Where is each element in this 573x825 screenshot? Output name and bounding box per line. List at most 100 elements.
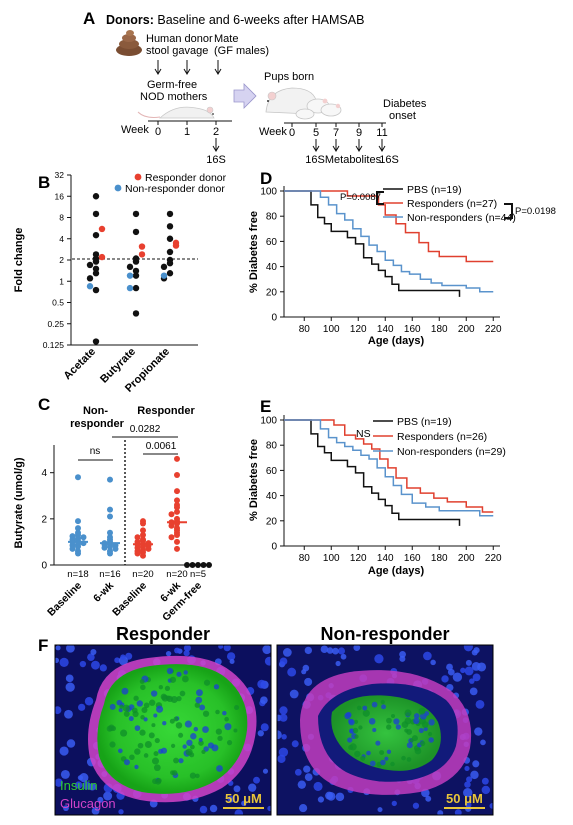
d-xtick-label: 100 (323, 324, 340, 335)
d-xtick-label: 160 (404, 324, 421, 335)
islet-cell (233, 728, 238, 733)
nucleus (303, 765, 311, 773)
islet-cell (195, 696, 203, 704)
islet-cell (347, 737, 353, 743)
d-pvalue-bracket-a (376, 191, 384, 205)
c-data-point (101, 544, 108, 551)
b-ytick-label: 4 (59, 234, 64, 244)
d-ytick-label: 40 (266, 262, 278, 273)
nucleus (474, 727, 483, 736)
b-data-point (132, 210, 140, 218)
islet-cell (137, 742, 144, 749)
e-xtick-label: 180 (431, 553, 448, 564)
b-ylabel: Fold change (13, 228, 25, 293)
d-ylabel: % Diabetes free (248, 211, 260, 293)
nucleus (326, 647, 334, 654)
d-series-line (284, 190, 461, 297)
islet-cell (184, 720, 192, 728)
nucleus (120, 654, 126, 660)
b-data-point (92, 231, 100, 239)
e-series-line (284, 419, 494, 513)
islet-cell (380, 759, 386, 766)
b-data-point (92, 210, 100, 218)
panel-d: D % Diabetes free 0 20 40 60 80 100 80 100 120 14… (248, 169, 556, 347)
nucleus (227, 795, 235, 803)
b-data-point (132, 267, 140, 275)
islet-cell (354, 750, 361, 758)
islet-cell (215, 709, 220, 715)
nucleus (289, 689, 299, 699)
e-series-line (284, 419, 494, 517)
nucleus (471, 649, 478, 656)
e-ytick-label: 20 (266, 516, 278, 527)
islet-cell (418, 728, 424, 734)
islet-cell (160, 747, 168, 754)
d-ytick-label: 80 (266, 212, 278, 223)
islet-cell (215, 728, 222, 735)
nucleus (465, 802, 472, 808)
b-data-point (166, 248, 174, 256)
nucleus (59, 746, 69, 756)
nucleus (253, 776, 260, 784)
nucleus (374, 654, 384, 664)
b-ytick-label: 0.25 (47, 319, 64, 329)
islet-cell (128, 716, 134, 722)
islet-cell (413, 713, 420, 719)
nucleus (454, 809, 462, 815)
islet-cell (139, 679, 145, 684)
c-category-label: Baseline (110, 580, 149, 619)
nucleus (340, 653, 347, 660)
b-ytick-label: 16 (55, 191, 65, 201)
islet-cell (173, 716, 179, 722)
nucleus (470, 770, 479, 780)
islet-cell (122, 704, 130, 712)
c-data-point (184, 562, 190, 568)
nucleus (464, 765, 470, 772)
nucleus (82, 781, 91, 790)
islet-cell (123, 759, 130, 766)
nucleus (472, 760, 480, 768)
f-micrograph-nonresponder (277, 645, 493, 815)
islet-cell (406, 742, 413, 749)
islet-cell (136, 700, 143, 707)
d-xtick-label: 180 (431, 324, 448, 335)
islet-cell (190, 733, 197, 740)
c-data-point (69, 545, 76, 552)
nucleus (262, 768, 269, 774)
c-data-point (80, 534, 87, 541)
islet-cell (404, 717, 412, 725)
islet-cell (362, 705, 368, 711)
nucleus (391, 800, 397, 807)
c-category-label: 6-wk (91, 580, 116, 605)
b-data-point (166, 223, 174, 230)
b-data-point (126, 263, 134, 271)
d-ytick-label: 100 (260, 187, 277, 198)
islet-cell (143, 753, 149, 758)
nucleus (287, 667, 297, 677)
b-data-point (132, 284, 140, 292)
mother-week-1: 1 (184, 126, 190, 138)
diabetes-onset-label: Diabetes onset (383, 98, 429, 122)
b-legend-nonresponder: Non-responder donor (125, 183, 225, 195)
islet-cell (368, 718, 376, 725)
nucleus (294, 768, 302, 776)
e-series-line (284, 419, 461, 526)
islet-cell (348, 745, 354, 750)
islet-cell (156, 777, 162, 784)
b-data-point (132, 228, 140, 236)
f-title-responder: Responder (116, 624, 210, 644)
islet-cell (358, 725, 363, 730)
gavage-arrows (154, 60, 222, 75)
islet-cell (366, 750, 371, 756)
nucleus (446, 663, 453, 671)
e-legend-nonresponders: Non-responders (n=29) (397, 446, 506, 458)
mothers-label: Germ-free NOD mothers (140, 79, 208, 103)
islet-cell (173, 757, 179, 764)
e-ytick-label: 40 (266, 491, 278, 502)
c-data-point (174, 504, 180, 511)
nucleus (199, 805, 208, 814)
pup-week-5: 5 (313, 127, 319, 139)
islet-cell (169, 676, 177, 683)
islet-cell (421, 721, 429, 728)
